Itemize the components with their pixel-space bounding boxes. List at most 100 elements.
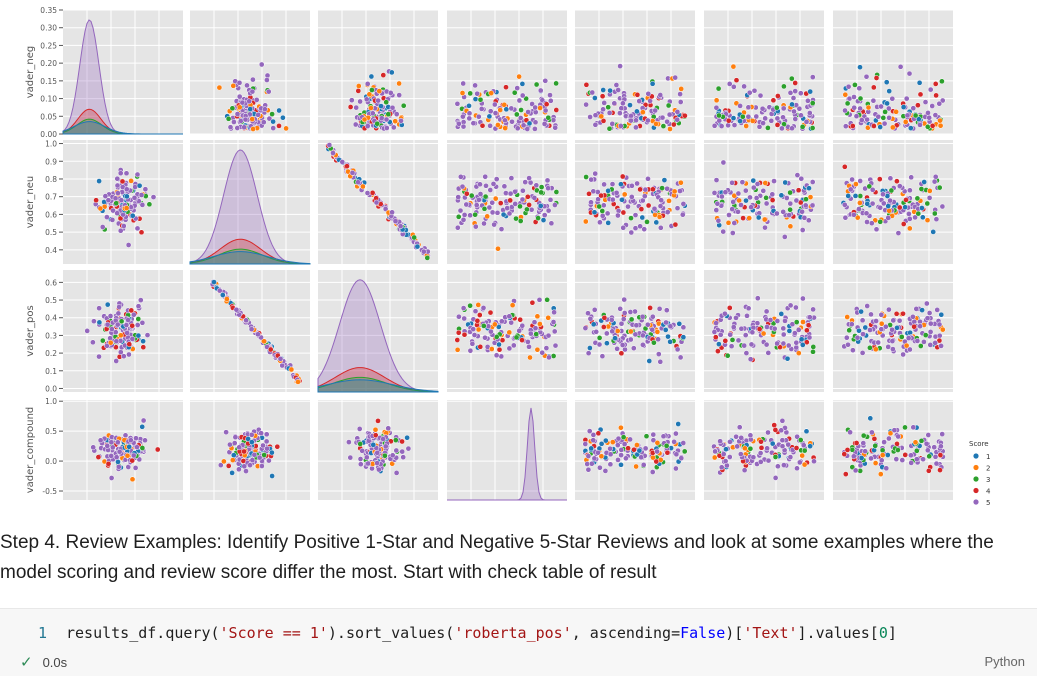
scatter-point <box>112 329 119 336</box>
code-token: ].values[ <box>797 624 879 642</box>
scatter-point <box>107 339 114 346</box>
scatter-point <box>488 346 495 352</box>
scatter-point <box>870 84 877 91</box>
scatter-point <box>90 339 96 346</box>
scatter-point <box>126 351 132 358</box>
scatter-point <box>227 124 234 131</box>
code-line[interactable]: results_df.query('Score == 1').sort_valu… <box>66 624 897 642</box>
scatter-point <box>730 199 737 205</box>
scatter-point <box>846 327 853 334</box>
scatter-point <box>587 315 594 322</box>
scatter-point <box>516 97 523 104</box>
scatter-point <box>665 333 671 340</box>
scatter-point <box>124 193 130 200</box>
scatter-point <box>742 332 749 338</box>
scatter-point <box>873 75 880 81</box>
scatter-point <box>588 445 595 452</box>
scatter-point <box>849 123 856 129</box>
scatter-point <box>150 194 157 200</box>
scatter-point <box>239 99 246 106</box>
scatter-point <box>547 92 553 98</box>
scatter-point <box>785 342 792 349</box>
scatter-point <box>132 465 139 471</box>
scatter-point <box>649 326 656 333</box>
scatter-point <box>514 85 521 91</box>
scatter-point <box>528 206 535 213</box>
scatter-point <box>456 120 462 127</box>
legend: Score 1 2 3 4 5 <box>969 440 991 507</box>
code-cell[interactable]: 1 results_df.query('Score == 1').sort_va… <box>0 608 1037 676</box>
scatter-point <box>455 194 462 200</box>
scatter-point <box>760 330 767 337</box>
scatter-point <box>349 169 356 176</box>
scatter-point <box>810 306 816 313</box>
scatter-point <box>513 215 519 222</box>
scatter-point <box>374 120 381 127</box>
scatter-point <box>382 443 389 450</box>
scatter-point <box>718 464 725 471</box>
scatter-point <box>633 124 639 131</box>
scatter-point <box>472 223 479 230</box>
scatter-point <box>885 105 892 112</box>
scatter-point <box>507 190 514 197</box>
scatter-point <box>244 82 250 89</box>
scatter-point <box>676 320 683 327</box>
scatter-point <box>113 454 120 461</box>
scatter-point <box>655 351 662 357</box>
scatter-point <box>634 108 640 115</box>
scatter-point <box>771 325 778 332</box>
scatter-point <box>519 92 526 99</box>
scatter-point <box>113 200 120 207</box>
scatter-point <box>588 199 594 206</box>
scatter-point <box>126 443 133 450</box>
scatter-point <box>762 180 769 186</box>
scatter-point <box>504 205 511 211</box>
scatter-point <box>117 170 124 177</box>
scatter-point <box>280 114 286 121</box>
scatter-point <box>779 443 786 450</box>
scatter-point <box>621 441 628 447</box>
scatter-point <box>553 189 560 195</box>
scatter-point <box>917 91 924 98</box>
scatter-point <box>369 110 376 117</box>
scatter-point <box>259 463 265 469</box>
scatter-point <box>799 342 806 348</box>
scatter-point <box>899 457 906 463</box>
scatter-point <box>780 331 787 338</box>
scatter-point <box>507 197 514 204</box>
scatter-point <box>926 114 933 121</box>
scatter-point <box>503 84 509 91</box>
scatter-point <box>811 458 817 465</box>
language-indicator[interactable]: Python <box>984 654 1025 669</box>
scatter-point <box>860 331 866 337</box>
row-label: vader_neg <box>25 46 36 99</box>
scatter-point <box>460 305 467 311</box>
scatter-point <box>800 295 806 302</box>
scatter-point <box>905 335 912 341</box>
scatter-point <box>372 426 379 433</box>
scatter-point <box>472 82 478 89</box>
y-tick-label: 0.15 <box>40 77 57 86</box>
scatter-point <box>841 201 848 208</box>
scatter-point <box>490 181 497 187</box>
scatter-point <box>223 429 229 436</box>
scatter-point <box>726 454 733 460</box>
scatter-point <box>670 121 677 128</box>
scatter-point <box>680 324 687 331</box>
scatter-point <box>586 428 593 434</box>
scatter-point <box>374 460 380 466</box>
scatter-point <box>902 452 909 458</box>
scatter-point <box>541 212 548 218</box>
scatter-point <box>241 124 248 131</box>
scatter-point <box>903 342 910 349</box>
scatter-point <box>674 116 681 123</box>
scatter-point <box>927 342 934 348</box>
scatter-point <box>123 322 130 328</box>
scatter-point <box>533 182 540 189</box>
scatter-point <box>544 177 551 184</box>
scatter-point <box>801 214 808 221</box>
scatter-point <box>467 347 474 354</box>
row-label: vader_pos <box>25 305 36 356</box>
scatter-point <box>348 97 355 104</box>
scatter-point <box>857 95 864 102</box>
